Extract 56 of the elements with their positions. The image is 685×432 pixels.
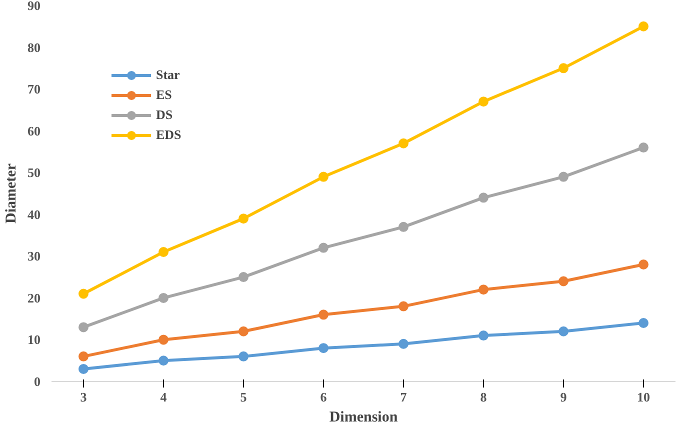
x-tick-label: 6 [320, 390, 328, 404]
y-tick-label: 20 [28, 290, 40, 306]
point [478, 96, 488, 107]
x-tick-label: 10 [637, 390, 650, 404]
y-tick-label: 40 [28, 206, 40, 222]
point [638, 142, 648, 153]
y-tick-label: 10 [28, 332, 40, 348]
x-tick-label: 3 [80, 390, 88, 404]
x-tick-label: 4 [160, 390, 168, 404]
x-tick-label: 9 [560, 390, 568, 404]
y-tick-label: 70 [28, 82, 40, 97]
point [238, 214, 248, 224]
y-tick-label: 30 [28, 248, 40, 264]
point [318, 343, 328, 354]
x-tick-label: 5 [240, 390, 248, 404]
point [638, 318, 648, 328]
legend-label: Star [156, 67, 180, 83]
point [318, 310, 328, 320]
point [78, 364, 88, 374]
point [158, 356, 168, 366]
legend-label: ES [156, 87, 173, 103]
legend-label: EDS [156, 127, 182, 143]
point [478, 330, 488, 341]
point [638, 21, 648, 32]
point [318, 242, 328, 253]
point [398, 222, 408, 232]
point [78, 351, 88, 362]
point [558, 172, 568, 182]
point [158, 247, 168, 257]
y-tick-label: 0 [34, 374, 40, 389]
y-tick-label: 50 [28, 165, 40, 180]
point [158, 292, 168, 303]
point [558, 326, 568, 336]
y-axis-title: Diameter [4, 163, 20, 224]
point [238, 326, 248, 336]
legend-label: DS [156, 107, 174, 123]
point [398, 338, 408, 349]
x-axis-title: Dimension [329, 410, 398, 426]
point [558, 63, 568, 74]
point [238, 272, 248, 282]
point [318, 172, 328, 182]
x-tick-label: 8 [480, 390, 488, 404]
point [398, 301, 408, 312]
point [78, 288, 88, 299]
point [398, 138, 408, 148]
y-tick-label: 60 [28, 123, 40, 138]
point [78, 322, 88, 332]
point [638, 260, 648, 270]
point [238, 351, 248, 362]
point [478, 284, 488, 295]
point [478, 192, 488, 203]
point [158, 334, 168, 345]
point [558, 276, 568, 286]
y-tick-label: 90 [28, 0, 40, 13]
x-tick-label: 7 [400, 390, 408, 404]
y-tick-label: 80 [28, 40, 40, 55]
